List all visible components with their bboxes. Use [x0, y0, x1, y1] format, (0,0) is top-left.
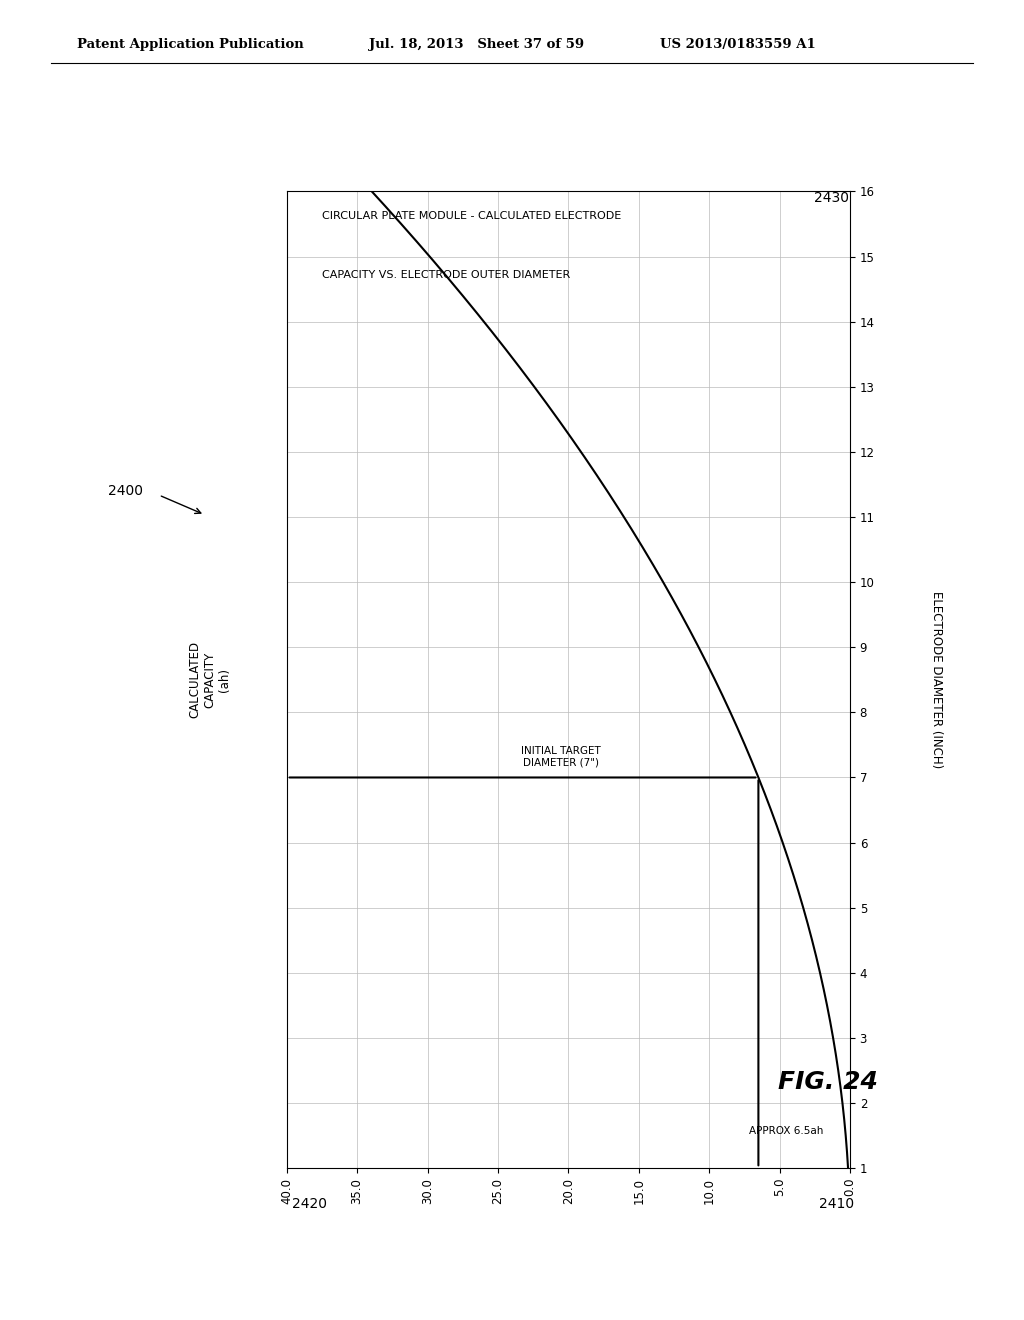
Text: 2430: 2430	[814, 191, 849, 205]
Text: INITIAL TARGET
DIAMETER (7"): INITIAL TARGET DIAMETER (7")	[521, 746, 601, 768]
Text: 2410: 2410	[819, 1197, 854, 1210]
Text: Patent Application Publication: Patent Application Publication	[77, 37, 303, 50]
Text: CIRCULAR PLATE MODULE - CALCULATED ELECTRODE: CIRCULAR PLATE MODULE - CALCULATED ELECT…	[322, 211, 622, 220]
Text: FIG. 24: FIG. 24	[778, 1071, 879, 1094]
Text: 2400: 2400	[108, 484, 142, 498]
Text: CALCULATED
CAPACITY
(ah): CALCULATED CAPACITY (ah)	[188, 642, 231, 718]
Text: 2420: 2420	[292, 1197, 327, 1210]
Text: ELECTRODE DIAMETER (INCH): ELECTRODE DIAMETER (INCH)	[931, 591, 943, 768]
Text: Jul. 18, 2013   Sheet 37 of 59: Jul. 18, 2013 Sheet 37 of 59	[369, 37, 584, 50]
Text: US 2013/0183559 A1: US 2013/0183559 A1	[660, 37, 816, 50]
Text: APPROX 6.5ah: APPROX 6.5ah	[749, 1126, 823, 1135]
Text: CAPACITY VS. ELECTRODE OUTER DIAMETER: CAPACITY VS. ELECTRODE OUTER DIAMETER	[322, 269, 570, 280]
